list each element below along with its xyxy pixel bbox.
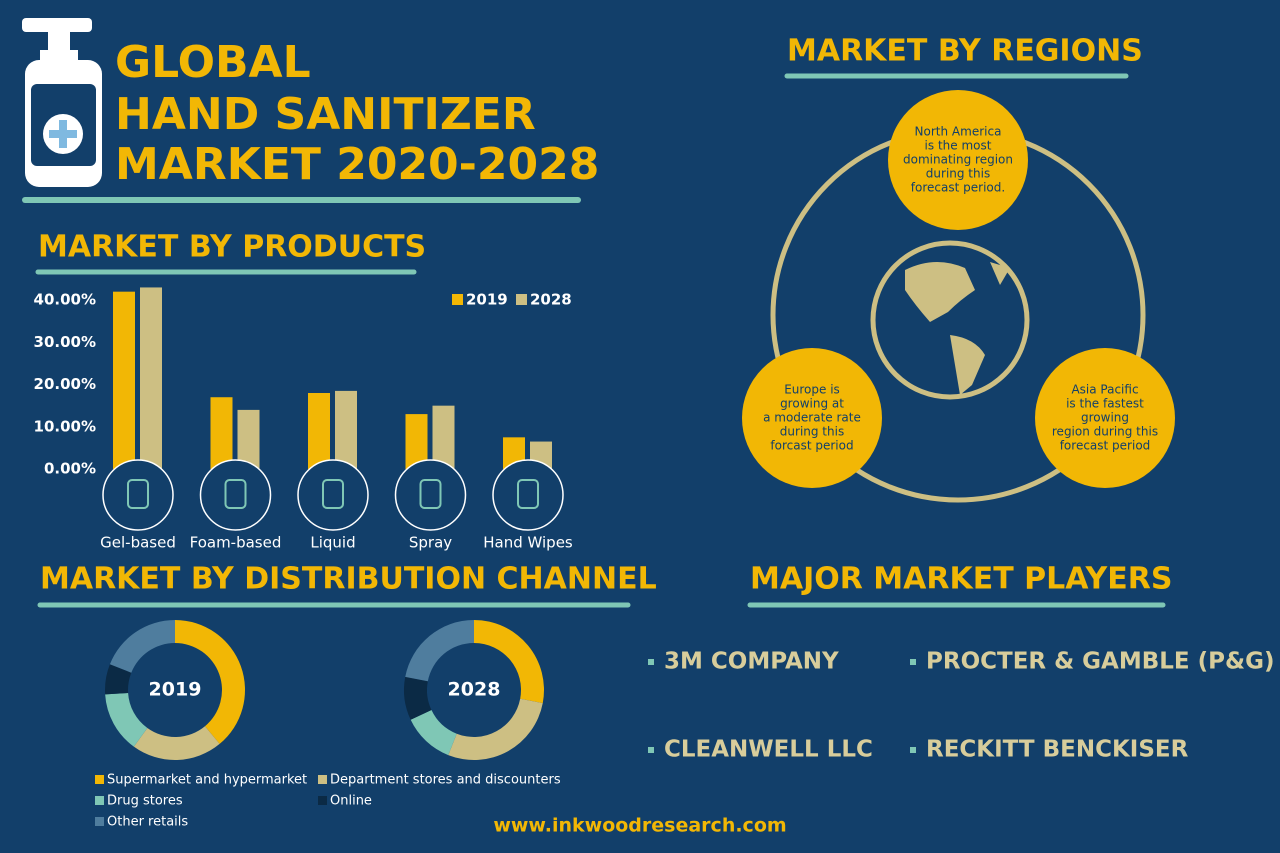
y-tick-label: 0.00% [44, 460, 96, 478]
y-tick-label: 20.00% [34, 375, 96, 393]
legend-label: Online [330, 794, 372, 809]
legend-label: Other retails [107, 815, 188, 830]
legend-swatch [95, 817, 104, 826]
section-title: MARKET BY REGIONS [787, 34, 1143, 69]
region-bubble [888, 90, 1028, 230]
bar [405, 414, 428, 469]
region-bubble [742, 348, 882, 488]
y-tick-label: 40.00% [34, 291, 96, 309]
product-icon [102, 459, 174, 531]
footer-url: www.inkwoodresearch.com [493, 815, 786, 837]
bullet [910, 747, 916, 753]
donut-slice [105, 664, 132, 695]
product-icon [419, 479, 442, 509]
donut-slice [474, 620, 544, 704]
bar [335, 390, 357, 469]
product-icon [517, 479, 539, 509]
bar [308, 393, 330, 469]
player-name: RECKITT BENCKISER [926, 737, 1189, 763]
legend-label: 2019 [466, 291, 508, 309]
product-icon [394, 459, 467, 531]
region-note: region during this [1052, 425, 1158, 439]
bar [432, 405, 455, 469]
section-title: MAJOR MARKET PLAYERS [750, 562, 1172, 597]
section-title: MARKET BY PRODUCTS [38, 230, 426, 265]
product-icon [224, 479, 247, 509]
product-icon [199, 459, 272, 531]
region-note: is the fastest [1066, 397, 1144, 411]
legend-swatch [95, 796, 104, 805]
y-tick-label: 30.00% [34, 333, 96, 351]
region-note: growing [1081, 411, 1129, 425]
region-note: dominating region [903, 153, 1013, 167]
donut-slice [448, 698, 543, 760]
player-name: 3M COMPANY [664, 649, 839, 675]
region-note: growing at [780, 397, 844, 411]
y-tick-label: 10.00% [34, 417, 96, 435]
bullet [648, 747, 654, 753]
region-note: North America [915, 125, 1002, 139]
bullet [910, 659, 916, 665]
x-tick-label: Foam-based [190, 534, 282, 552]
donut-slice [405, 620, 474, 682]
main-title: GLOBAL [115, 37, 311, 88]
legend-swatch [516, 294, 527, 305]
region-note: forecast period. [911, 181, 1005, 195]
bar [210, 397, 233, 469]
region-note: is the most [925, 139, 992, 153]
region-note: Asia Pacific [1071, 383, 1138, 397]
x-tick-label: Liquid [310, 534, 355, 552]
player-name: PROCTER & GAMBLE (P&G) [926, 649, 1274, 675]
legend-swatch [318, 775, 327, 784]
donut-label: 2028 [448, 679, 501, 701]
region-note: during this [926, 167, 990, 181]
bar [237, 409, 260, 469]
bar [113, 291, 135, 469]
region-note: forcast period [770, 439, 853, 453]
region-note: Europe is [784, 383, 840, 397]
main-title: MARKET 2020-2028 [115, 139, 599, 190]
x-tick-label: Hand Wipes [483, 534, 573, 552]
legend-label: Supermarket and hypermarket [107, 773, 307, 788]
legend-swatch [318, 796, 327, 805]
legend-label: 2028 [530, 291, 572, 309]
globe [870, 240, 1030, 400]
x-tick-label: Spray [409, 534, 452, 552]
x-tick-label: Gel-based [100, 534, 176, 552]
donut-label: 2019 [149, 679, 202, 701]
bullet [648, 659, 654, 665]
region-note: forecast period [1060, 439, 1151, 453]
product-icon [297, 459, 369, 531]
bar [140, 287, 162, 469]
legend-label: Department stores and discounters [330, 773, 561, 788]
donut-slice [109, 620, 175, 673]
legend-swatch [452, 294, 463, 305]
legend-swatch [95, 775, 104, 784]
donut-slice [410, 710, 457, 756]
donut-slice [133, 726, 220, 760]
region-bubble [1035, 348, 1175, 488]
donut-slice [175, 620, 246, 744]
donut-slice [105, 692, 148, 747]
region-note: a moderate rate [763, 411, 861, 425]
player-name: CLEANWELL LLC [664, 737, 873, 763]
product-icon [127, 479, 149, 509]
donut-slice [404, 676, 432, 720]
product-icon [492, 459, 564, 531]
main-title: HAND SANITIZER [115, 89, 536, 140]
legend-label: Drug stores [107, 794, 183, 809]
bottle-icon [22, 18, 102, 187]
product-icon [322, 479, 344, 509]
section-title: MARKET BY DISTRIBUTION CHANNEL [40, 562, 657, 597]
region-note: during this [780, 425, 844, 439]
